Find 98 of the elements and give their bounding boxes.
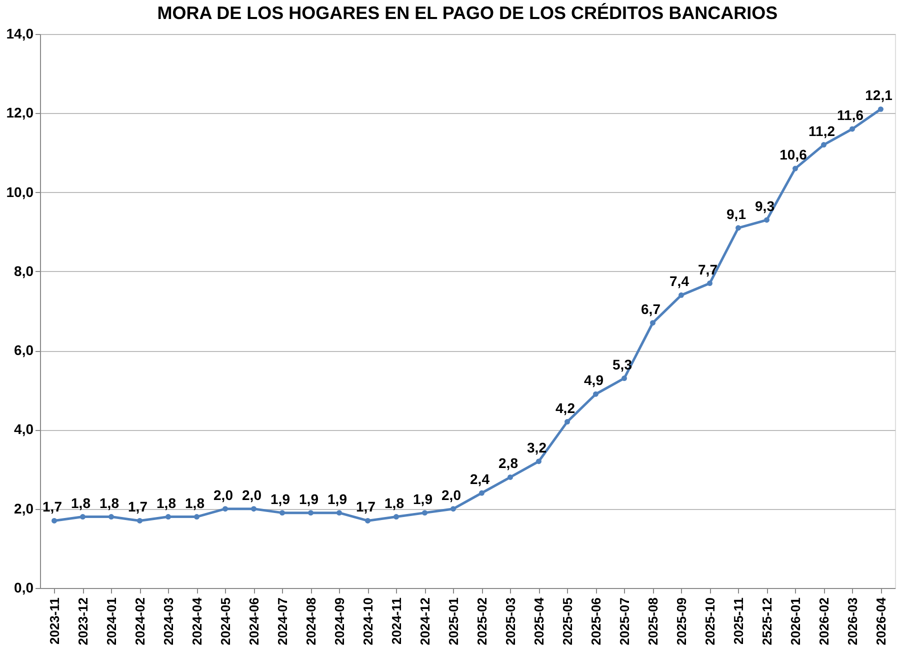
x-tick-label: 2026-02: [816, 598, 832, 646]
data-label: 2,0: [214, 486, 234, 503]
point: [137, 518, 142, 524]
point: [479, 490, 484, 496]
point: [707, 280, 712, 286]
point: [280, 510, 285, 516]
x-tick-label: 2024-05: [218, 598, 233, 646]
point: [593, 391, 598, 397]
point: [80, 514, 86, 520]
data-label: 1,7: [128, 498, 148, 515]
data-label: 1,8: [156, 494, 176, 511]
x-tick-label: 2025-09: [674, 598, 689, 646]
point: [536, 458, 542, 464]
point: [166, 514, 171, 520]
x-tick-label: 2026-03: [844, 598, 860, 646]
x-tick-label: 2026-01: [788, 598, 803, 646]
point: [821, 142, 826, 148]
data-label: 1,9: [328, 490, 348, 507]
data-label: 9,3: [755, 198, 775, 214]
point: [251, 506, 256, 512]
point: [422, 510, 428, 516]
data-label: 2,0: [242, 486, 262, 503]
point: [764, 217, 770, 223]
data-label: 2,8: [498, 455, 518, 472]
data-label: 1,8: [71, 494, 91, 511]
x-tick-label: 2024-03: [160, 598, 176, 646]
x-tick-label: 2024-06: [246, 598, 262, 646]
y-tick-label: 10,0: [6, 184, 34, 200]
point: [194, 514, 200, 520]
data-label: 2,0: [442, 486, 462, 503]
point: [850, 126, 855, 132]
y-tick-label: 12,0: [6, 104, 34, 121]
x-tick-label: 2025-10: [702, 598, 718, 646]
x-tick-label: 2025-02: [474, 598, 490, 646]
point: [508, 474, 513, 480]
x-tick-label: 2024-01: [104, 598, 119, 646]
y-tick-label: 4,0: [14, 421, 34, 438]
data-label: 1,7: [42, 498, 62, 515]
point: [650, 320, 656, 326]
data-label: 5,3: [612, 356, 632, 372]
data-label: 12,1: [865, 87, 893, 104]
data-label: 6,7: [641, 300, 661, 317]
data-label: 1,7: [356, 498, 376, 515]
x-tick-label: 2025-06: [588, 598, 604, 646]
data-label: 11,6: [837, 106, 864, 123]
point: [108, 514, 114, 520]
y-tick-label: 2,0: [14, 500, 34, 516]
x-tick-label: 2024-10: [360, 598, 376, 646]
data-label: 1,9: [270, 490, 290, 507]
data-label: 3,2: [527, 439, 547, 456]
x-tick-label: 2024-08: [303, 598, 318, 646]
y-tick-label: 14,0: [6, 26, 34, 42]
y-tick-label: 0,0: [14, 580, 34, 596]
data-label: 9,1: [726, 206, 746, 222]
x-tick-label: 2025-05: [560, 598, 575, 646]
point: [678, 292, 684, 298]
point: [394, 514, 399, 520]
data-label: 1,9: [413, 490, 433, 507]
data-label: 11,2: [808, 122, 836, 139]
point: [792, 166, 798, 172]
x-tick-label: 2525-12: [759, 598, 774, 646]
x-tick-label: 2024-09: [332, 598, 347, 646]
data-label: 4,9: [584, 372, 604, 388]
x-tick-label: 2025-11: [730, 598, 746, 644]
data-label: 1,8: [100, 494, 120, 511]
point: [222, 506, 228, 512]
data-label: 10,6: [780, 146, 808, 163]
data-label: 1,8: [384, 494, 404, 511]
x-tick-label: 2026-04: [873, 596, 888, 646]
point: [308, 510, 314, 516]
point: [336, 510, 342, 516]
x-tick-label: 2023-12: [75, 598, 90, 646]
x-tick-label: 2024-11: [388, 598, 404, 644]
point: [365, 518, 370, 524]
data-label: 2,4: [470, 471, 490, 488]
x-tick-label: 2024-04: [189, 596, 204, 646]
x-tick-label: 2025-01: [446, 598, 461, 646]
data-label: 1,9: [299, 490, 319, 507]
x-tick-label: 2025-04: [531, 596, 546, 646]
x-tick-label: 2024-02: [132, 598, 148, 646]
data-label: 7,4: [670, 273, 690, 290]
point: [736, 225, 741, 231]
x-tick-label: 2024-07: [274, 598, 290, 646]
x-tick-label: 2025-07: [616, 598, 632, 646]
point: [564, 419, 570, 425]
x-tick-label: 2025-08: [645, 598, 660, 646]
y-tick-label: 8,0: [14, 262, 34, 279]
x-tick-label: 2023-11: [46, 598, 62, 644]
point: [622, 376, 627, 382]
point: [450, 506, 456, 512]
point: [878, 106, 884, 112]
data-label: 1,8: [185, 494, 205, 511]
chart-title: MORA DE LOS HOGARES EN EL PAGO DE LOS CRÉDITOS BANCARIOS: [157, 3, 778, 23]
data-label: 4,2: [556, 400, 576, 416]
x-tick-label: 2024-12: [417, 598, 432, 646]
point: [52, 518, 57, 524]
x-tick-label: 2025-03: [502, 598, 518, 646]
y-tick-label: 6,0: [14, 342, 34, 358]
